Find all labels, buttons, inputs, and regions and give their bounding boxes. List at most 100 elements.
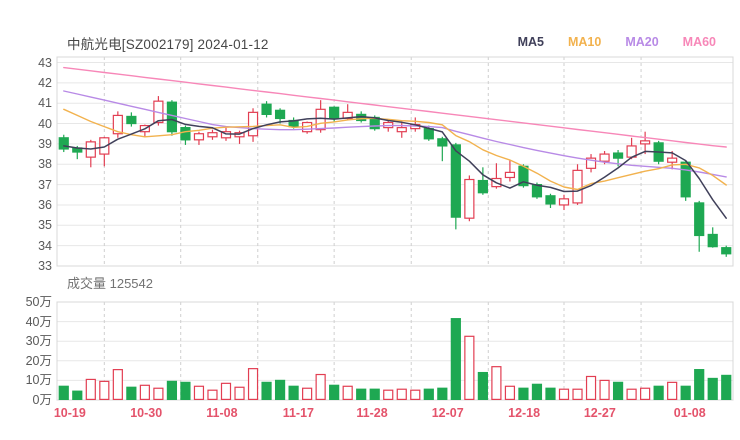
candle-body [166, 101, 178, 133]
price-axis-tick: 36 [38, 197, 52, 212]
candle-body [599, 153, 610, 162]
candle-body [680, 161, 691, 198]
volume-bar [396, 388, 407, 401]
volume-bar [193, 385, 205, 400]
volume-bar [153, 387, 164, 400]
volume-bar [626, 388, 637, 401]
volume-title: 成交量 125542 [67, 276, 153, 291]
legend-ma5[interactable]: MA5 [517, 35, 544, 49]
volume-axis-tick: 50万 [25, 295, 52, 309]
volume-axis-tick: 30万 [25, 334, 52, 349]
candle-body [585, 157, 597, 169]
volume-axis-tick: 20万 [25, 353, 52, 368]
volume-bar [707, 377, 718, 401]
volume-bar [274, 379, 286, 400]
volume-bar [302, 387, 313, 400]
price-axis-tick: 42 [38, 75, 52, 90]
candle-body [180, 127, 191, 141]
candle-body [437, 138, 448, 147]
volume-bar [504, 385, 516, 400]
volume-bar [329, 384, 340, 400]
candle-body [450, 144, 461, 218]
candle-body [396, 127, 407, 133]
volume-bar [369, 388, 380, 401]
volume-bar [477, 371, 488, 400]
price-axis-tick: 43 [38, 55, 52, 70]
candle-body [423, 128, 434, 140]
candle-body [261, 103, 272, 115]
x-axis-date-label: 11-28 [356, 406, 388, 420]
volume-bar [220, 382, 232, 400]
volume-bar [680, 385, 691, 400]
volume-axis-tick: 10万 [25, 373, 52, 388]
volume-bar [464, 335, 475, 400]
volume-bar [112, 369, 123, 400]
candle-body [193, 133, 205, 141]
candle-body [207, 132, 218, 138]
x-axis-date-label: 12-07 [431, 406, 464, 420]
volume-bar [207, 389, 218, 401]
ma20-line [63, 90, 727, 178]
candle-body [504, 171, 516, 179]
volume-bar [450, 318, 461, 401]
volume-bar [558, 388, 570, 401]
candle-body [721, 247, 732, 255]
volume-bar [545, 387, 556, 400]
volume-bar [612, 381, 624, 400]
x-axis-date-label: 12-27 [583, 406, 616, 420]
candle-body [315, 108, 326, 131]
volume-axis-tick: 0万 [32, 393, 52, 407]
legend-ma60[interactable]: MA60 [682, 35, 716, 49]
volume-bar [518, 387, 529, 400]
volume-bar [694, 369, 705, 400]
volume-bar [247, 368, 259, 401]
x-axis-date-label: 12-18 [508, 406, 541, 420]
candle-body [220, 131, 232, 139]
price-axis-tick: 38 [38, 157, 52, 172]
candle-body [694, 202, 705, 237]
legend-ma20[interactable]: MA20 [625, 35, 659, 49]
volume-bar [423, 388, 434, 401]
chart-title: 中航光电[SZ002179] 2024-01-12 [67, 37, 269, 52]
volume-bar [599, 379, 610, 400]
price-axis-tick: 34 [38, 238, 52, 253]
price-axis-tick: 33 [38, 259, 52, 273]
candle-body [126, 115, 137, 125]
x-axis-date-label: 11-17 [282, 406, 314, 420]
x-axis-date-label: 10-19 [53, 406, 86, 420]
volume-bar [234, 386, 245, 401]
candle-body [329, 106, 340, 120]
candle-body [707, 233, 718, 248]
volume-panel-border [56, 301, 734, 401]
volume-bar [491, 366, 502, 400]
candle-body [572, 169, 583, 204]
volume-bar [721, 374, 732, 401]
price-axis-tick: 35 [38, 218, 52, 233]
ma10-line [63, 108, 727, 191]
candle-body [274, 109, 286, 120]
volume-bar [572, 388, 583, 401]
volume-bar [640, 387, 651, 400]
volume-bar [356, 388, 367, 401]
candle-body [58, 137, 69, 150]
legend-ma10[interactable]: MA10 [567, 35, 602, 49]
volume-bar [288, 385, 299, 400]
candle-body [464, 178, 475, 219]
candle-body [99, 137, 110, 155]
ma60-line [63, 66, 727, 148]
volume-bar [315, 373, 326, 400]
volume-bar [383, 389, 394, 401]
volume-bar [410, 389, 421, 401]
volume-axis-tick: 40万 [25, 314, 52, 329]
ma-legend: MA5 MA10 MA20 MA60 [518, 35, 716, 49]
candle-body [612, 152, 624, 159]
volume-bar [99, 380, 110, 401]
ma5-line [63, 115, 727, 219]
x-axis-date-label: 10-30 [130, 406, 163, 420]
volume-bar [667, 381, 678, 400]
price-axis-tick: 41 [38, 96, 52, 111]
price-axis-tick: 39 [38, 136, 52, 151]
x-axis-date-label: 01-08 [673, 406, 706, 420]
